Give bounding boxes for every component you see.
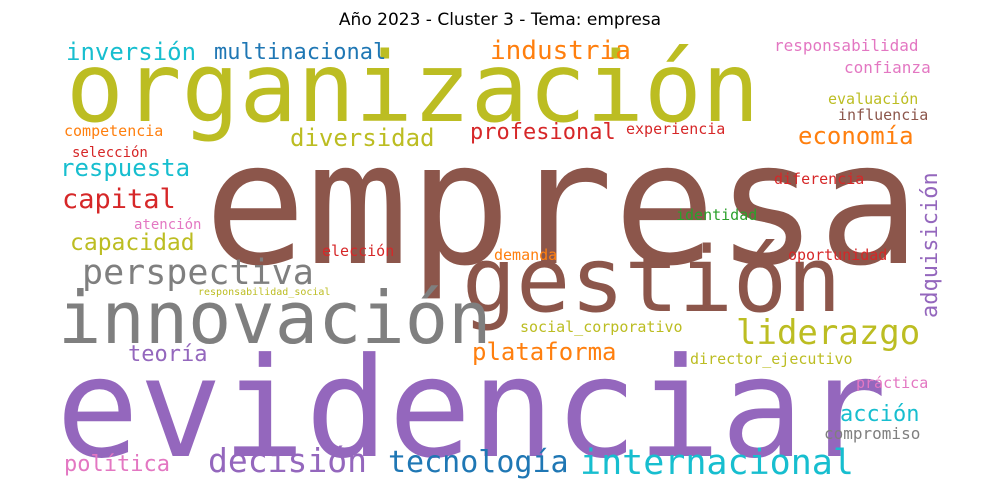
word-adquisicion: adquisición <box>918 172 943 318</box>
word-internacional: internacional <box>580 443 854 483</box>
word-liderazgo: liderazgo <box>736 313 921 353</box>
word-plataforma: plataforma <box>472 338 617 366</box>
word-innovacion: innovación <box>58 276 492 360</box>
word-diferencia: diferencia <box>774 170 865 188</box>
word-decision: decisión <box>208 441 367 480</box>
word-capital: capital <box>62 184 176 215</box>
word-responsabilidad-social: responsabilidad_social <box>198 287 331 298</box>
word-gestion: gestión <box>462 228 842 333</box>
word-practica: práctica <box>856 374 929 392</box>
word-seleccion: selección <box>72 145 148 161</box>
word-responsabilidad: responsabilidad <box>774 36 919 55</box>
word-confianza: confianza <box>844 58 931 77</box>
word-teoria: teoría <box>128 342 208 367</box>
word-economia: economía <box>798 122 914 150</box>
word-organizacion: organización <box>66 32 760 144</box>
word-cloud: empresa organización evidenciar gestión … <box>56 32 944 489</box>
word-multinacional: multinacional <box>214 40 387 65</box>
word-capacidad: capacidad <box>70 230 195 256</box>
chart-title: Año 2023 - Cluster 3 - Tema: empresa <box>338 10 662 30</box>
word-social-corporativo: social_corporativo <box>520 318 683 336</box>
word-accion: acción <box>840 402 920 427</box>
word-industria: industria <box>490 36 631 66</box>
word-respuesta: respuesta <box>60 154 191 182</box>
word-empresa: empresa <box>204 106 921 304</box>
word-influencia: influencia <box>838 106 929 124</box>
word-compromiso: compromiso <box>824 424 921 443</box>
word-atencion: atención <box>134 217 202 233</box>
word-evidenciar: evidenciar <box>56 328 887 489</box>
word-eleccion: elección <box>322 242 395 260</box>
word-director-ejecutivo: director_ejecutivo <box>690 350 853 368</box>
word-tecnologia: tecnología <box>388 445 569 480</box>
word-oportunidad: oportunidad <box>788 246 888 264</box>
word-competencia: competencia <box>64 122 164 140</box>
word-profesional: profesional <box>470 120 616 145</box>
word-demanda: demanda <box>494 246 558 264</box>
word-politica: política <box>64 452 170 477</box>
word-identidad: identidad <box>676 206 758 224</box>
word-experiencia: experiencia <box>626 120 726 138</box>
word-diversidad: diversidad <box>290 124 435 152</box>
word-evaluacion: evaluación <box>828 90 919 108</box>
word-inversion: inversión <box>66 38 197 66</box>
word-perspectiva: perspectiva <box>82 253 314 293</box>
